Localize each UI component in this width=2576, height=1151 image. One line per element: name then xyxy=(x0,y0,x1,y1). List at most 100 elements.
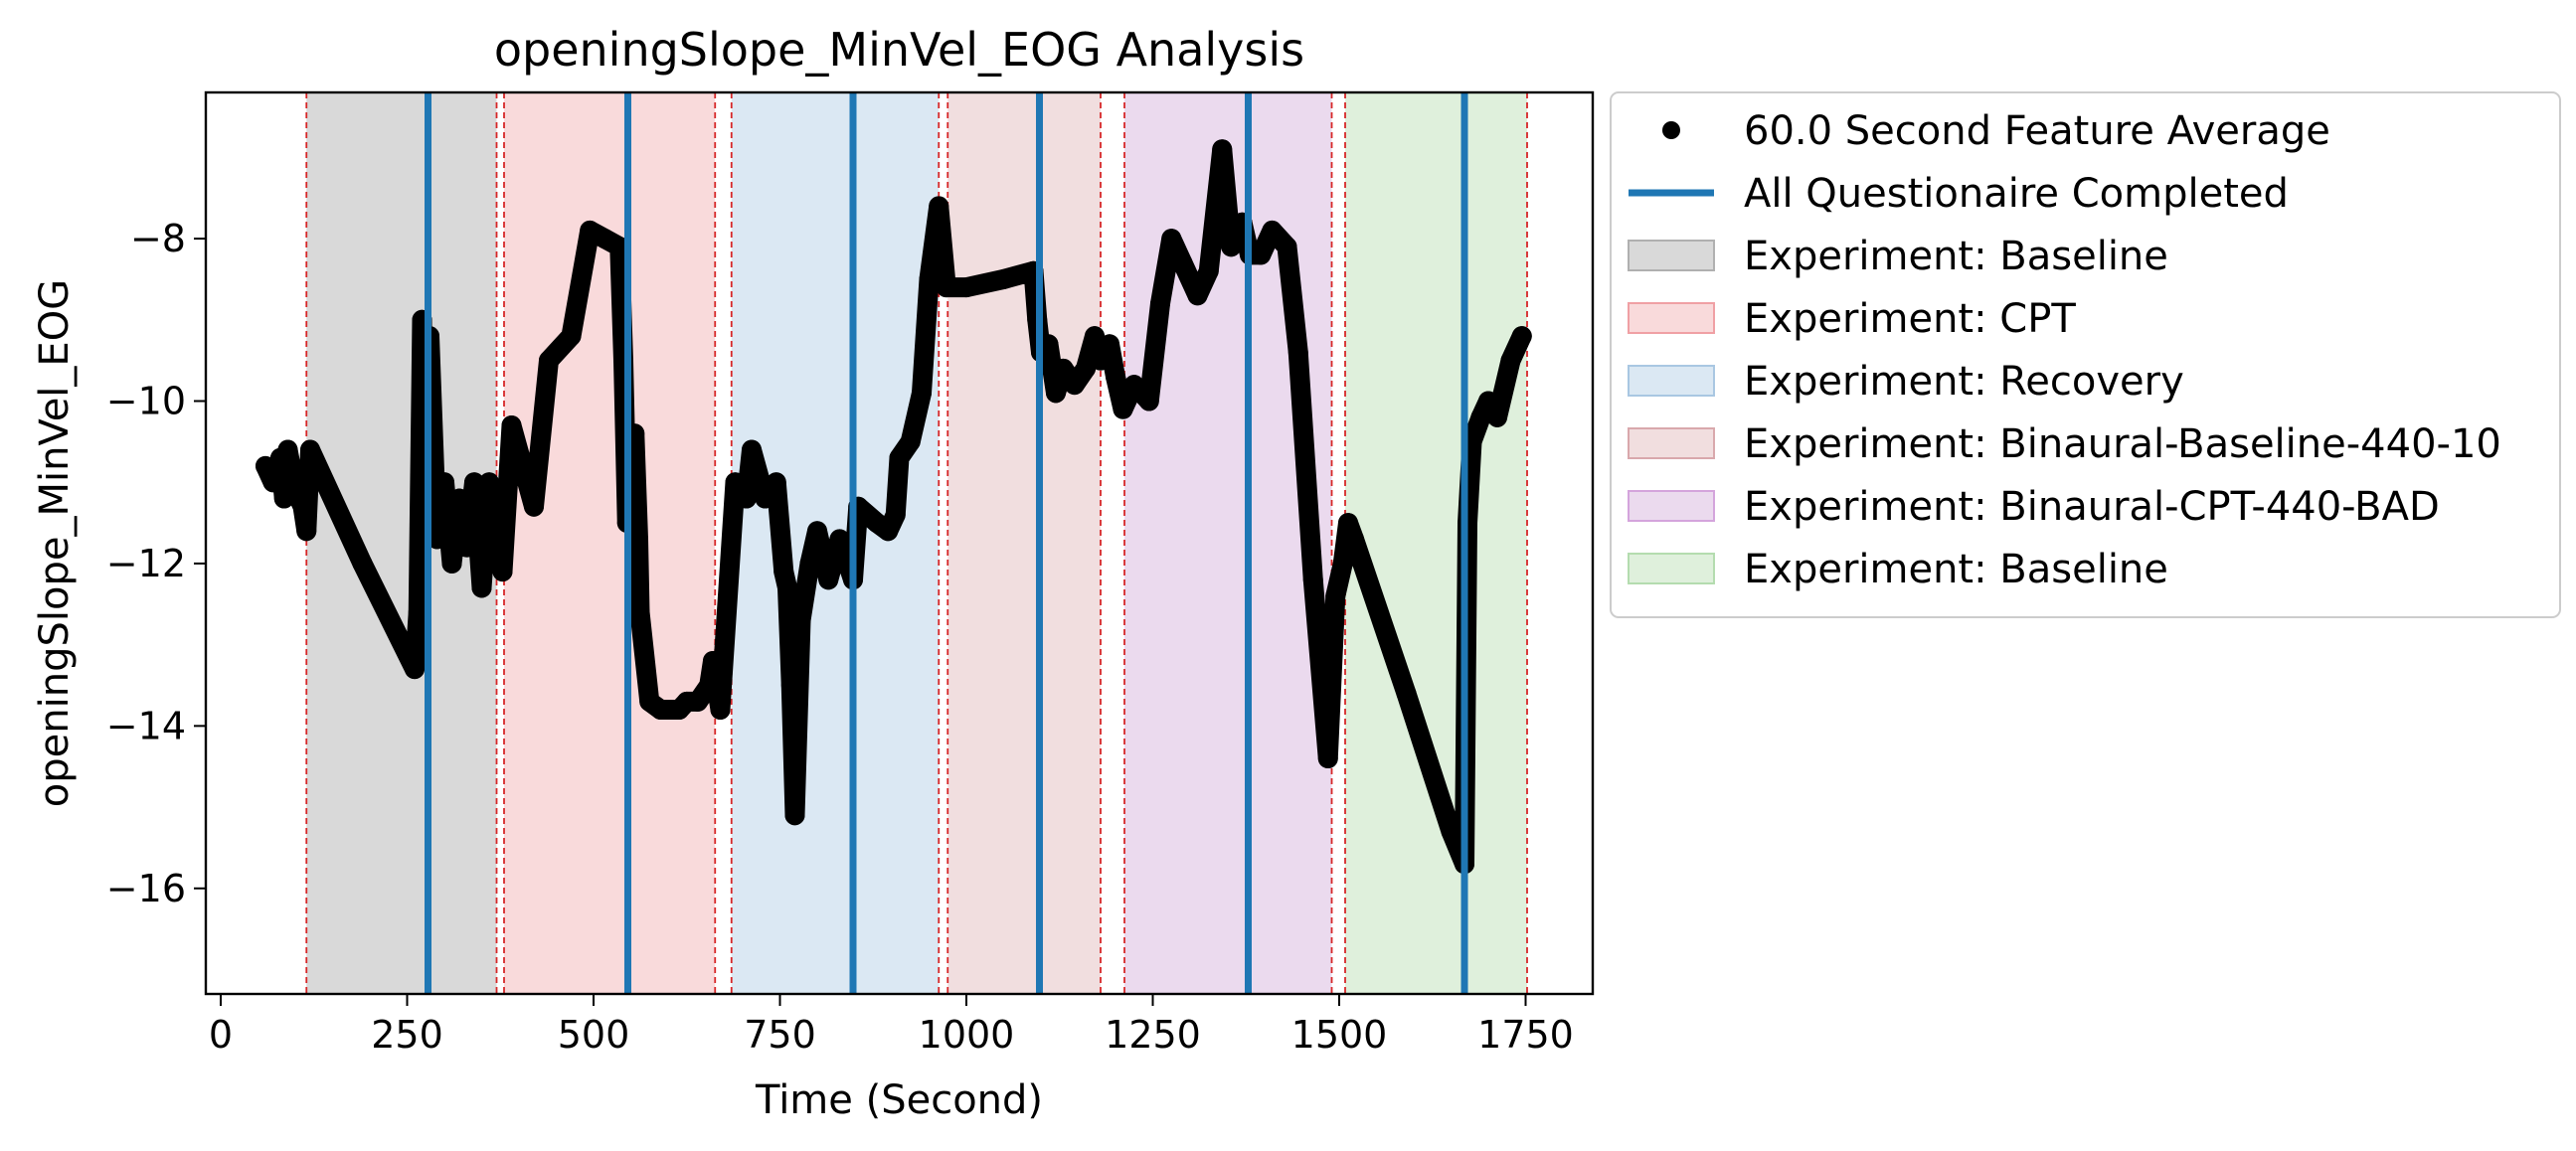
data-point-19 xyxy=(456,537,477,558)
data-point-89 xyxy=(1172,252,1193,273)
data-point-52 xyxy=(780,675,801,696)
data-point-86 xyxy=(1138,391,1159,411)
data-point-7 xyxy=(296,521,317,542)
data-point-27 xyxy=(539,350,559,371)
data-point-24 xyxy=(492,562,513,582)
legend-label-4: Experiment: Recovery xyxy=(1744,359,2184,405)
data-point-23 xyxy=(486,496,507,517)
data-point-78 xyxy=(1064,375,1085,396)
data-point-62 xyxy=(878,521,899,542)
data-point-55 xyxy=(799,553,820,574)
data-point-64 xyxy=(889,447,910,468)
data-point-30 xyxy=(595,229,615,249)
data-point-56 xyxy=(807,521,827,542)
data-point-50 xyxy=(773,562,794,582)
experiment-spans xyxy=(306,92,1527,994)
data-point-42 xyxy=(699,675,720,696)
data-point-45 xyxy=(725,472,746,493)
data-point-88 xyxy=(1161,229,1182,249)
data-series xyxy=(256,139,1532,875)
data-point-107 xyxy=(1441,821,1461,842)
data-point-80 xyxy=(1085,326,1105,347)
data-point-69 xyxy=(936,277,956,298)
data-point-97 xyxy=(1262,220,1283,241)
legend-swatch-7 xyxy=(1628,553,1715,584)
data-point-4 xyxy=(277,439,298,460)
data-point-21 xyxy=(471,577,492,598)
data-point-111 xyxy=(1470,407,1491,427)
data-point-76 xyxy=(1046,383,1066,404)
data-point-36 xyxy=(629,601,650,622)
legend-label-7: Experiment: Baseline xyxy=(1744,547,2168,592)
data-point-70 xyxy=(956,277,976,298)
data-point-106 xyxy=(1396,683,1417,704)
data-point-38 xyxy=(650,700,671,721)
legend-label-0: 60.0 Second Feature Average xyxy=(1744,108,2330,154)
y-axis-label: openingSlope_MinVel_EOG xyxy=(32,279,78,807)
plot-frame xyxy=(204,90,1595,996)
data-point-49 xyxy=(766,472,786,493)
y-tick-label-4: −8 xyxy=(130,217,186,260)
x-tick-label-2: 500 xyxy=(558,1013,630,1057)
data-point-103 xyxy=(1332,553,1353,574)
y-tick-label-1: −14 xyxy=(106,704,186,747)
data-point-71 xyxy=(993,268,1014,289)
data-point-81 xyxy=(1091,350,1111,371)
data-point-96 xyxy=(1251,245,1272,265)
data-point-90 xyxy=(1187,285,1208,306)
data-point-75 xyxy=(1038,334,1059,355)
legend-label-2: Experiment: Baseline xyxy=(1744,234,2168,279)
data-point-58 xyxy=(829,529,850,550)
x-tick-label-6: 1500 xyxy=(1291,1013,1388,1057)
data-point-79 xyxy=(1076,358,1096,379)
data-point-9 xyxy=(352,553,373,574)
data-point-82 xyxy=(1100,334,1119,355)
x-tick-label-3: 750 xyxy=(744,1013,816,1057)
data-point-16 xyxy=(434,472,454,493)
data-point-100 xyxy=(1302,570,1323,590)
x-tick-label-1: 250 xyxy=(371,1013,443,1057)
data-point-29 xyxy=(580,220,601,241)
data-point-104 xyxy=(1338,513,1358,534)
data-point-1 xyxy=(262,472,283,493)
data-point-93 xyxy=(1221,237,1242,257)
legend-label-3: Experiment: CPT xyxy=(1744,296,2076,342)
x-tick-label-5: 1250 xyxy=(1105,1013,1201,1057)
data-point-51 xyxy=(777,577,797,598)
data-point-66 xyxy=(912,383,932,404)
data-point-115 xyxy=(1511,326,1532,347)
data-point-57 xyxy=(818,570,839,590)
legend-label-1: All Questionaire Completed xyxy=(1744,171,2289,217)
data-point-87 xyxy=(1150,293,1170,314)
data-point-98 xyxy=(1277,237,1297,257)
data-point-26 xyxy=(524,496,544,517)
y-tick-label-3: −10 xyxy=(106,380,186,423)
data-point-99 xyxy=(1288,342,1308,363)
data-point-105 xyxy=(1344,529,1364,550)
legend-swatch-2 xyxy=(1628,240,1715,271)
data-point-54 xyxy=(790,610,811,631)
data-point-15 xyxy=(427,529,447,550)
data-point-10 xyxy=(405,659,425,680)
data-point-47 xyxy=(742,439,762,460)
data-point-83 xyxy=(1106,366,1125,387)
experiment-span-1 xyxy=(504,92,716,994)
legend: 60.0 Second Feature Average All Questiona… xyxy=(1610,91,2561,618)
legend-label-6: Experiment: Binaural-CPT-440-BAD xyxy=(1744,484,2440,530)
data-point-8 xyxy=(300,439,320,460)
legend-swatch-5 xyxy=(1628,427,1715,459)
data-point-92 xyxy=(1212,139,1233,160)
data-point-112 xyxy=(1478,391,1498,411)
y-axis-ticks: −16 −14 −12 −10 −8 xyxy=(106,217,206,910)
legend-swatch-6 xyxy=(1628,490,1715,522)
data-point-46 xyxy=(736,488,757,509)
legend-label-5: Experiment: Binaural-Baseline-440-10 xyxy=(1744,421,2501,467)
legend-swatch-3 xyxy=(1628,302,1715,334)
x-tick-label-7: 1750 xyxy=(1477,1013,1574,1057)
data-point-68 xyxy=(929,196,949,217)
legend-marker-0 xyxy=(1662,121,1680,139)
data-point-113 xyxy=(1487,407,1507,427)
x-axis-ticks: 0 250 500 750 1000 1250 1500 1750 xyxy=(209,994,1574,1057)
y-tick-label-0: −16 xyxy=(106,867,186,910)
